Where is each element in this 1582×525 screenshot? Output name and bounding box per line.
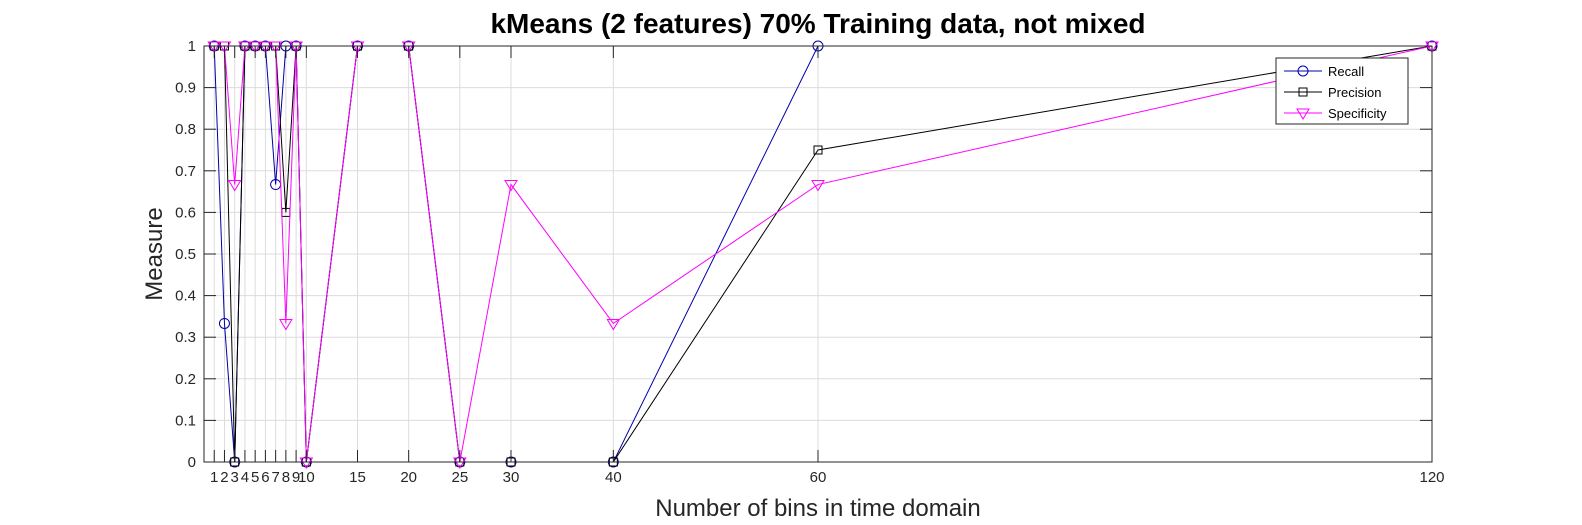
legend-label: Specificity xyxy=(1328,106,1387,121)
x-tick-label: 2 xyxy=(220,469,228,486)
data-point-marker xyxy=(504,180,518,192)
y-tick-label: 0.4 xyxy=(175,288,196,305)
legend-item-recall: Recall xyxy=(1284,64,1364,79)
data-point-marker xyxy=(227,180,242,192)
legend-label: Precision xyxy=(1328,85,1381,100)
x-tick-label: 10 xyxy=(298,469,315,486)
y-tick-label: 1 xyxy=(188,38,196,55)
x-tick-label: 15 xyxy=(349,469,366,486)
data-point-marker xyxy=(813,145,823,155)
legend-item-precision: Precision xyxy=(1284,85,1381,100)
x-tick-label: 120 xyxy=(1419,469,1444,486)
data-point-marker xyxy=(1296,108,1310,120)
data-point-marker xyxy=(238,41,252,53)
data-point-marker xyxy=(811,180,825,192)
x-tick-label: 5 xyxy=(251,469,259,486)
data-point-marker xyxy=(258,41,273,53)
x-axis-label: Number of bins in time domain xyxy=(655,495,980,522)
x-tick-label: 6 xyxy=(261,469,269,486)
x-tick-label: 1 xyxy=(210,469,218,486)
y-tick-label: 0.5 xyxy=(175,246,196,263)
x-tick-label: 3 xyxy=(231,469,239,486)
y-tick-label: 0.9 xyxy=(175,80,196,97)
data-point-marker xyxy=(1297,65,1309,77)
data-point-marker xyxy=(1425,41,1439,53)
x-tick-label: 8 xyxy=(282,469,290,486)
y-axis-label: Measure xyxy=(141,207,168,300)
y-tick-label: 0.8 xyxy=(175,121,196,138)
legend-item-specificity: Specificity xyxy=(1284,106,1387,121)
y-tick-label: 0.2 xyxy=(175,371,196,388)
x-tick-label: 25 xyxy=(451,469,468,486)
data-point-marker xyxy=(268,41,283,53)
legend: Recall Precision Specificity xyxy=(1275,57,1409,125)
y-tick-label: 0 xyxy=(188,454,196,471)
x-tick-label: 60 xyxy=(810,469,827,486)
chart-title: kMeans (2 features) 70% Training data, n… xyxy=(490,8,1145,39)
y-tick-label: 0.3 xyxy=(175,329,196,346)
x-tick-label: 4 xyxy=(241,469,249,486)
y-tick-label: 0.6 xyxy=(175,204,196,221)
data-point-marker xyxy=(289,41,303,53)
x-tick-label: 20 xyxy=(400,469,417,486)
data-point-marker xyxy=(278,318,293,331)
x-tick-label: 30 xyxy=(503,469,520,486)
data-point-marker xyxy=(401,41,416,53)
ticks: 00.10.20.30.40.50.60.70.80.911 2 3 4 5 6 7 8 910… xyxy=(175,38,1444,486)
y-tick-label: 0.1 xyxy=(175,412,196,429)
x-tick-label: 7 xyxy=(271,469,279,486)
y-tick-label: 0.7 xyxy=(175,163,196,180)
data-point-marker xyxy=(1298,87,1308,97)
data-point-marker xyxy=(248,41,263,53)
x-tick-label: 40 xyxy=(605,469,622,486)
data-point-marker xyxy=(207,41,222,53)
data-point-marker xyxy=(606,318,621,331)
data-point-marker xyxy=(217,41,232,53)
legend-label: Recall xyxy=(1328,64,1364,79)
data-point-marker xyxy=(218,317,230,329)
data-point-marker xyxy=(350,41,365,53)
x-tick-label: 9 xyxy=(292,469,300,486)
